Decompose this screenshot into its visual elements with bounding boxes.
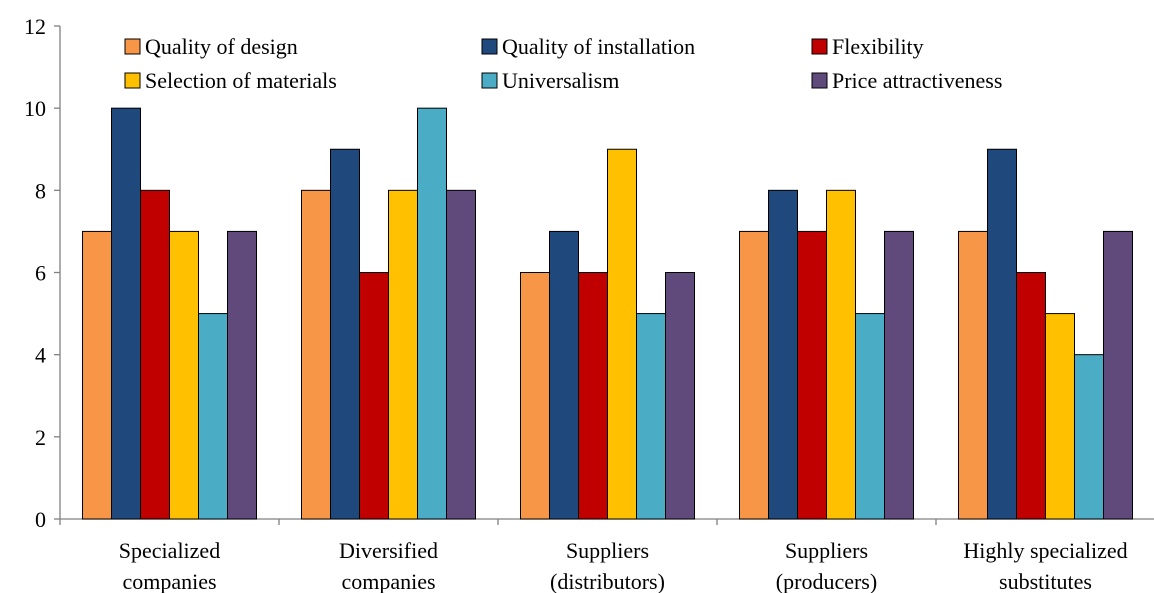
x-axis-ticks: Specialized companies Diversified companies… [59, 519, 1128, 593]
legend-label: Price attractiveness [832, 68, 1002, 93]
x-category-label: substitutes [999, 569, 1092, 593]
bar [198, 313, 228, 520]
bar [607, 148, 637, 520]
bar [388, 189, 418, 520]
bar [359, 272, 389, 520]
x-category-label: Suppliers [785, 538, 868, 563]
bar [855, 313, 885, 520]
bar [958, 230, 988, 520]
legend: Quality of design Quality of installation… [124, 34, 1002, 93]
bar [987, 148, 1017, 520]
bar [797, 230, 827, 520]
x-category-label: Specialized [119, 538, 220, 563]
bar [826, 189, 856, 520]
bar [82, 230, 112, 520]
bar [1045, 313, 1075, 520]
legend-label: Selection of materials [145, 68, 337, 93]
legend-label: Universalism [502, 68, 619, 93]
legend-label: Flexibility [832, 34, 924, 59]
y-axis-ticks: 0 2 4 6 8 10 12 [24, 14, 60, 532]
bar [739, 230, 769, 520]
bar [1074, 354, 1104, 520]
bar [301, 189, 331, 520]
x-category-label: Highly specialized [963, 538, 1127, 563]
x-category-label: (distributors) [550, 569, 665, 593]
legend-swatch [481, 72, 498, 89]
bar [169, 230, 199, 520]
bar [140, 189, 170, 520]
legend-label: Quality of installation [502, 34, 695, 59]
bar [884, 230, 914, 520]
bar [330, 148, 360, 520]
bar [227, 230, 257, 520]
legend-swatch [481, 38, 498, 55]
bar [417, 107, 447, 520]
legend-swatch [124, 38, 141, 55]
y-tick-label: 8 [35, 178, 46, 203]
bar [578, 272, 608, 520]
legend-swatch [811, 38, 828, 55]
bar [446, 189, 476, 520]
bars [82, 107, 1133, 520]
y-tick-label: 10 [24, 96, 46, 121]
bar [1016, 272, 1046, 520]
y-tick-label: 4 [35, 343, 46, 368]
y-tick-label: 6 [35, 261, 46, 286]
x-category-label: companies [341, 569, 435, 593]
legend-swatch [811, 72, 828, 89]
bar [665, 272, 695, 520]
x-category-label: Suppliers [566, 538, 649, 563]
x-category-label: (producers) [776, 569, 877, 593]
legend-swatch [124, 72, 141, 89]
bar [520, 272, 550, 520]
y-tick-label: 12 [24, 14, 46, 39]
x-category-label: Diversified [339, 538, 438, 563]
legend-label: Quality of design [145, 34, 298, 59]
bar [549, 230, 579, 520]
bar [768, 189, 798, 520]
x-category-label: companies [122, 569, 216, 593]
bar [111, 107, 141, 520]
y-tick-label: 2 [35, 425, 46, 450]
bar [1103, 230, 1133, 520]
bar [636, 313, 666, 520]
y-tick-label: 0 [35, 507, 46, 532]
